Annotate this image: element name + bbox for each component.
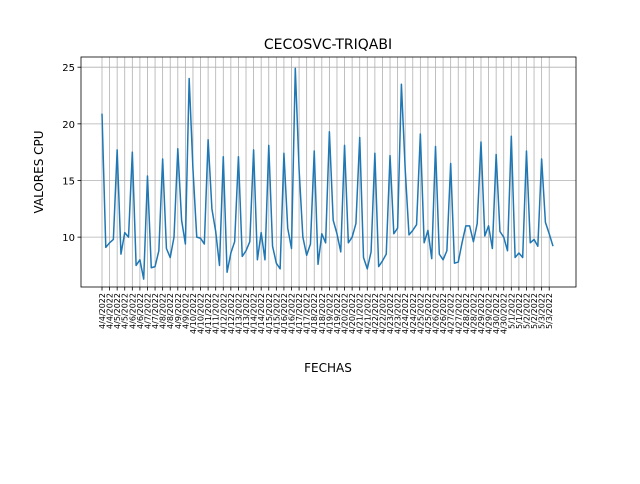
x-tick-label: 4/23/2022 [386, 293, 395, 334]
x-tick-label: 4/5/2022 [121, 293, 130, 329]
x-tick-label: 4/26/2022 [439, 293, 448, 334]
x-tick-label: 4/23/2022 [394, 293, 403, 334]
x-axis-label: FECHAS [304, 361, 352, 375]
x-tick-label: 4/4/2022 [98, 293, 107, 329]
x-tick-label: 4/6/2022 [128, 293, 137, 329]
x-tick-label: 4/26/2022 [432, 293, 441, 334]
x-tick-label: 4/10/2022 [197, 293, 206, 334]
plot-frame [80, 56, 577, 288]
x-tick-label: 4/22/2022 [378, 293, 387, 334]
chart-title: CECOSVC-TRIQABI [264, 37, 392, 53]
x-tick-label: 4/7/2022 [143, 293, 152, 329]
y-tick-label: 10 [62, 233, 75, 244]
x-tick-label: 4/14/2022 [257, 293, 266, 334]
x-tick-label: 4/24/2022 [409, 293, 418, 334]
x-tick-label: 4/28/2022 [462, 293, 471, 334]
x-tick-label: 4/30/2022 [500, 293, 509, 334]
x-tick-label: 4/14/2022 [250, 293, 259, 334]
x-tick-label: 4/27/2022 [454, 293, 463, 334]
x-tick-label: 4/25/2022 [424, 293, 433, 334]
x-tick-label: 4/21/2022 [356, 293, 365, 334]
x-tick-label: 4/8/2022 [159, 293, 168, 329]
y-axis-label: VALORES CPU [32, 130, 46, 213]
x-tick-label: 4/18/2022 [310, 293, 319, 334]
x-tick-label: 5/3/2022 [538, 293, 547, 329]
x-tick-label: 5/2/2022 [530, 293, 539, 329]
x-tick-label: 4/9/2022 [174, 293, 183, 329]
x-tick-label: 4/11/2022 [212, 293, 221, 334]
x-tick-label: 4/25/2022 [416, 293, 425, 334]
y-tick-label: 15 [62, 176, 75, 187]
x-tick-label: 4/27/2022 [447, 293, 456, 334]
x-tick-label: 4/28/2022 [469, 293, 478, 334]
x-tick-label: 5/1/2022 [515, 293, 524, 329]
x-tick-label: 4/9/2022 [181, 293, 190, 329]
x-tick-label: 5/1/2022 [507, 293, 516, 329]
x-tick-label: 4/12/2022 [219, 293, 228, 334]
x-tick-label: 4/29/2022 [485, 293, 494, 334]
y-tick-label: 25 [62, 63, 75, 74]
x-tick-label: 4/29/2022 [477, 293, 486, 334]
x-tick-label: 4/15/2022 [272, 293, 281, 334]
x-tick-label: 4/22/2022 [371, 293, 380, 334]
x-tick-label: 4/21/2022 [363, 293, 372, 334]
x-tick-label: 4/20/2022 [348, 293, 357, 334]
x-tick-label: 4/30/2022 [492, 293, 501, 334]
x-tick-label: 4/13/2022 [242, 293, 251, 334]
x-tick-label: 4/19/2022 [333, 293, 342, 334]
x-tick-label: 5/3/2022 [545, 293, 554, 329]
x-tick-label: 4/13/2022 [234, 293, 243, 334]
x-tick-label: 4/8/2022 [166, 293, 175, 329]
x-tick-label: 4/12/2022 [227, 293, 236, 334]
x-tick-label: 4/4/2022 [106, 293, 115, 329]
x-tick-label: 4/6/2022 [136, 293, 145, 329]
x-tick-label: 4/18/2022 [318, 293, 327, 334]
x-tick-label: 4/17/2022 [295, 293, 304, 334]
x-tick-label: 4/7/2022 [151, 293, 160, 329]
x-tick-label: 4/19/2022 [325, 293, 334, 334]
x-tick-label: 4/10/2022 [189, 293, 198, 334]
x-tick-label: 4/11/2022 [204, 293, 213, 334]
x-tick-label: 4/17/2022 [303, 293, 312, 334]
x-tick-label: 5/2/2022 [522, 293, 531, 329]
data-line [101, 67, 554, 280]
x-tick-label: 4/24/2022 [401, 293, 410, 334]
x-tick-label: 4/16/2022 [287, 293, 296, 334]
x-tick-label: 4/20/2022 [341, 293, 350, 334]
x-tick-label: 4/16/2022 [280, 293, 289, 334]
x-tick-label: 4/15/2022 [265, 293, 274, 334]
x-tick-label: 4/5/2022 [113, 293, 122, 329]
y-tick-label: 20 [62, 120, 75, 131]
